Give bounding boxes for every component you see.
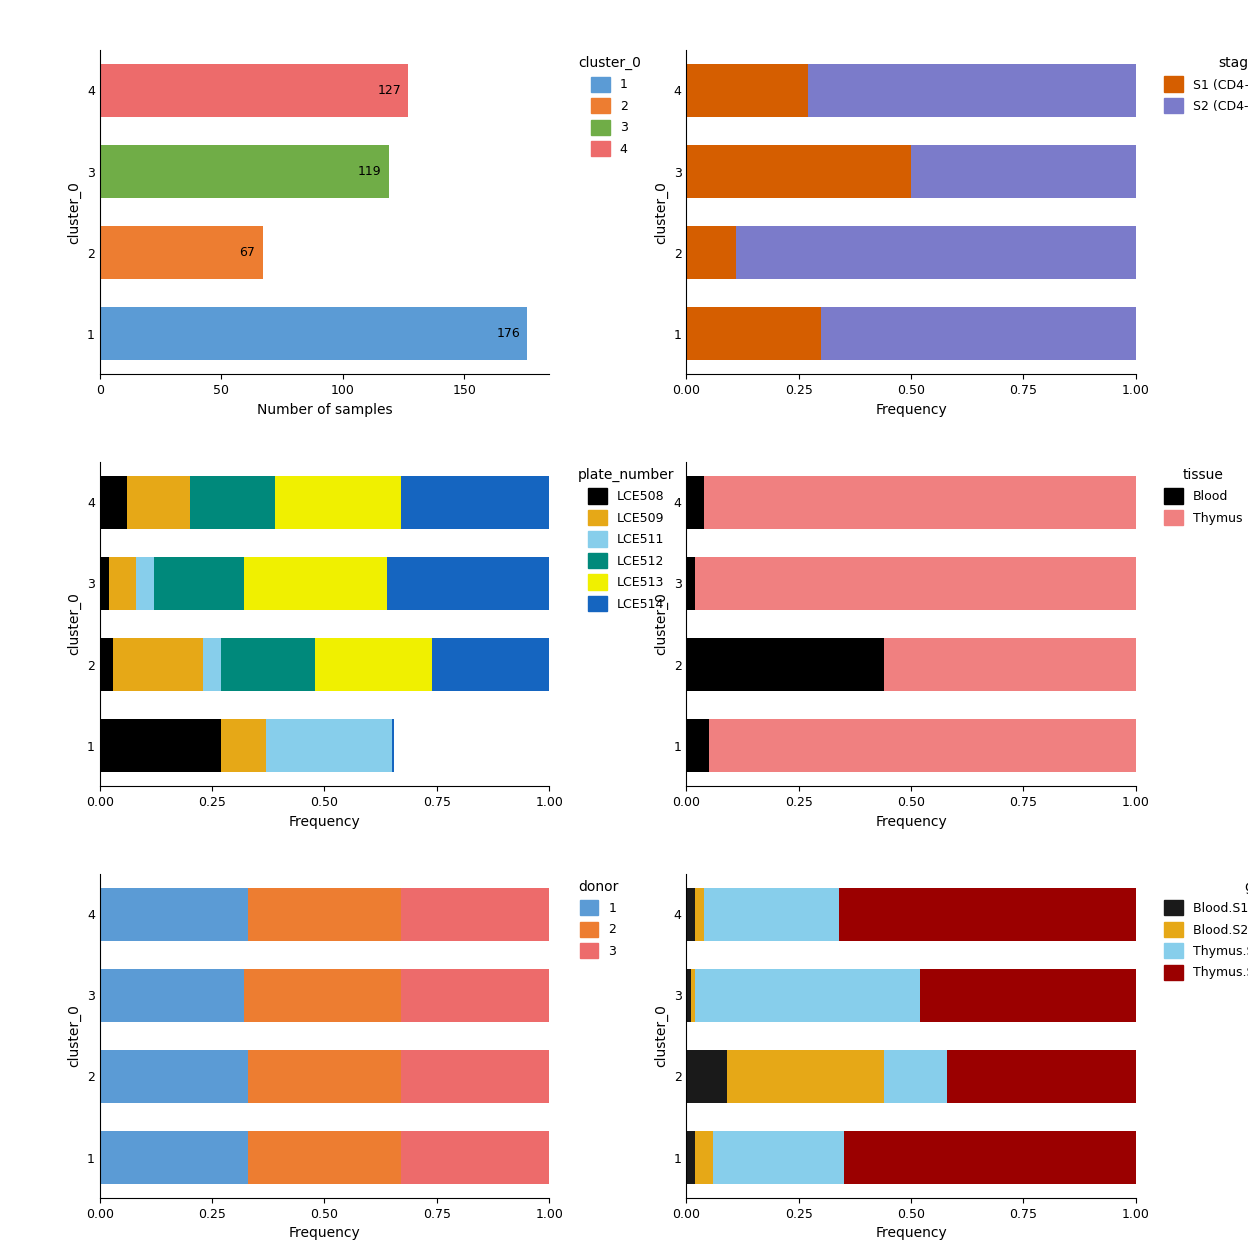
Bar — [114, 638, 203, 691]
Bar — [691, 968, 695, 1022]
Bar — [316, 638, 432, 691]
Bar — [920, 968, 1136, 1022]
Legend: S1 (CD4+/CD161-), S2 (CD4-/CD161-): S1 (CD4+/CD161-), S2 (CD4-/CD161-) — [1164, 56, 1248, 114]
Legend: 1, 2, 3: 1, 2, 3 — [578, 880, 618, 958]
X-axis label: Frequency: Frequency — [875, 403, 947, 417]
Bar — [203, 638, 221, 691]
Bar — [807, 64, 1136, 117]
Bar — [100, 475, 127, 529]
Bar — [100, 638, 114, 691]
Bar — [100, 307, 527, 361]
Bar — [100, 557, 109, 610]
Bar — [100, 1131, 248, 1184]
Bar — [401, 968, 549, 1022]
Y-axis label: cluster_0: cluster_0 — [654, 181, 668, 243]
Bar — [686, 968, 691, 1022]
Legend: Blood.S1 (CD4+/CD161-), Blood.S2 (CD4-/CD161-), Thymus.S1 (CD4+/CD161-), Thymus.: Blood.S1 (CD4+/CD161-), Blood.S2 (CD4-/C… — [1164, 880, 1248, 980]
Bar — [100, 226, 262, 280]
Bar — [221, 719, 266, 773]
Bar — [401, 1050, 549, 1103]
X-axis label: Frequency: Frequency — [288, 1227, 361, 1241]
Bar — [401, 1131, 549, 1184]
Bar — [686, 887, 695, 941]
Bar — [401, 475, 549, 529]
X-axis label: Frequency: Frequency — [875, 815, 947, 829]
Text: 127: 127 — [377, 84, 401, 97]
Bar — [695, 1131, 714, 1184]
X-axis label: Frequency: Frequency — [875, 1227, 947, 1241]
Bar — [686, 475, 704, 529]
Bar — [190, 475, 275, 529]
Bar — [709, 719, 1136, 773]
Bar — [248, 1050, 401, 1103]
Bar — [686, 226, 736, 280]
Y-axis label: cluster_0: cluster_0 — [67, 1005, 81, 1067]
Y-axis label: cluster_0: cluster_0 — [67, 181, 81, 243]
Text: 67: 67 — [240, 246, 256, 260]
Bar — [100, 968, 243, 1022]
Text: 119: 119 — [358, 165, 382, 178]
Y-axis label: cluster_0: cluster_0 — [654, 593, 668, 655]
Bar — [844, 1131, 1136, 1184]
Bar — [243, 557, 387, 610]
Bar — [695, 887, 704, 941]
Text: 176: 176 — [497, 327, 520, 341]
Bar — [686, 145, 911, 198]
Bar — [248, 887, 401, 941]
Bar — [686, 64, 807, 117]
Bar — [821, 307, 1136, 361]
Bar — [275, 475, 401, 529]
Bar — [884, 1050, 947, 1103]
Bar — [127, 475, 190, 529]
Bar — [221, 638, 316, 691]
Y-axis label: cluster_0: cluster_0 — [67, 593, 81, 655]
Bar — [947, 1050, 1136, 1103]
Bar — [387, 557, 549, 610]
Bar — [714, 1131, 844, 1184]
Legend: 1, 2, 3, 4: 1, 2, 3, 4 — [578, 56, 640, 156]
Bar — [686, 638, 884, 691]
Bar — [248, 1131, 401, 1184]
Bar — [726, 1050, 884, 1103]
Bar — [100, 64, 408, 117]
Bar — [243, 968, 401, 1022]
Bar — [686, 307, 821, 361]
Bar — [839, 887, 1136, 941]
X-axis label: Frequency: Frequency — [288, 815, 361, 829]
Bar — [266, 719, 392, 773]
Legend: Blood, Thymus: Blood, Thymus — [1164, 468, 1243, 525]
Legend: LCE508, LCE509, LCE511, LCE512, LCE513, LCE514: LCE508, LCE509, LCE511, LCE512, LCE513, … — [578, 468, 674, 612]
Bar — [401, 887, 549, 941]
Bar — [911, 145, 1136, 198]
Bar — [704, 887, 839, 941]
Bar — [109, 557, 136, 610]
Bar — [736, 226, 1136, 280]
Bar — [695, 968, 920, 1022]
Bar — [884, 638, 1136, 691]
Bar — [686, 719, 709, 773]
Bar — [695, 557, 1136, 610]
Bar — [686, 557, 695, 610]
Bar — [100, 1050, 248, 1103]
Bar — [686, 1131, 695, 1184]
Bar — [136, 557, 154, 610]
Bar — [392, 719, 394, 773]
Bar — [704, 475, 1136, 529]
Bar — [100, 887, 248, 941]
Bar — [432, 638, 549, 691]
Y-axis label: cluster_0: cluster_0 — [654, 1005, 668, 1067]
X-axis label: Number of samples: Number of samples — [257, 403, 392, 417]
Bar — [100, 145, 389, 198]
Bar — [100, 719, 221, 773]
Bar — [154, 557, 243, 610]
Bar — [686, 1050, 726, 1103]
